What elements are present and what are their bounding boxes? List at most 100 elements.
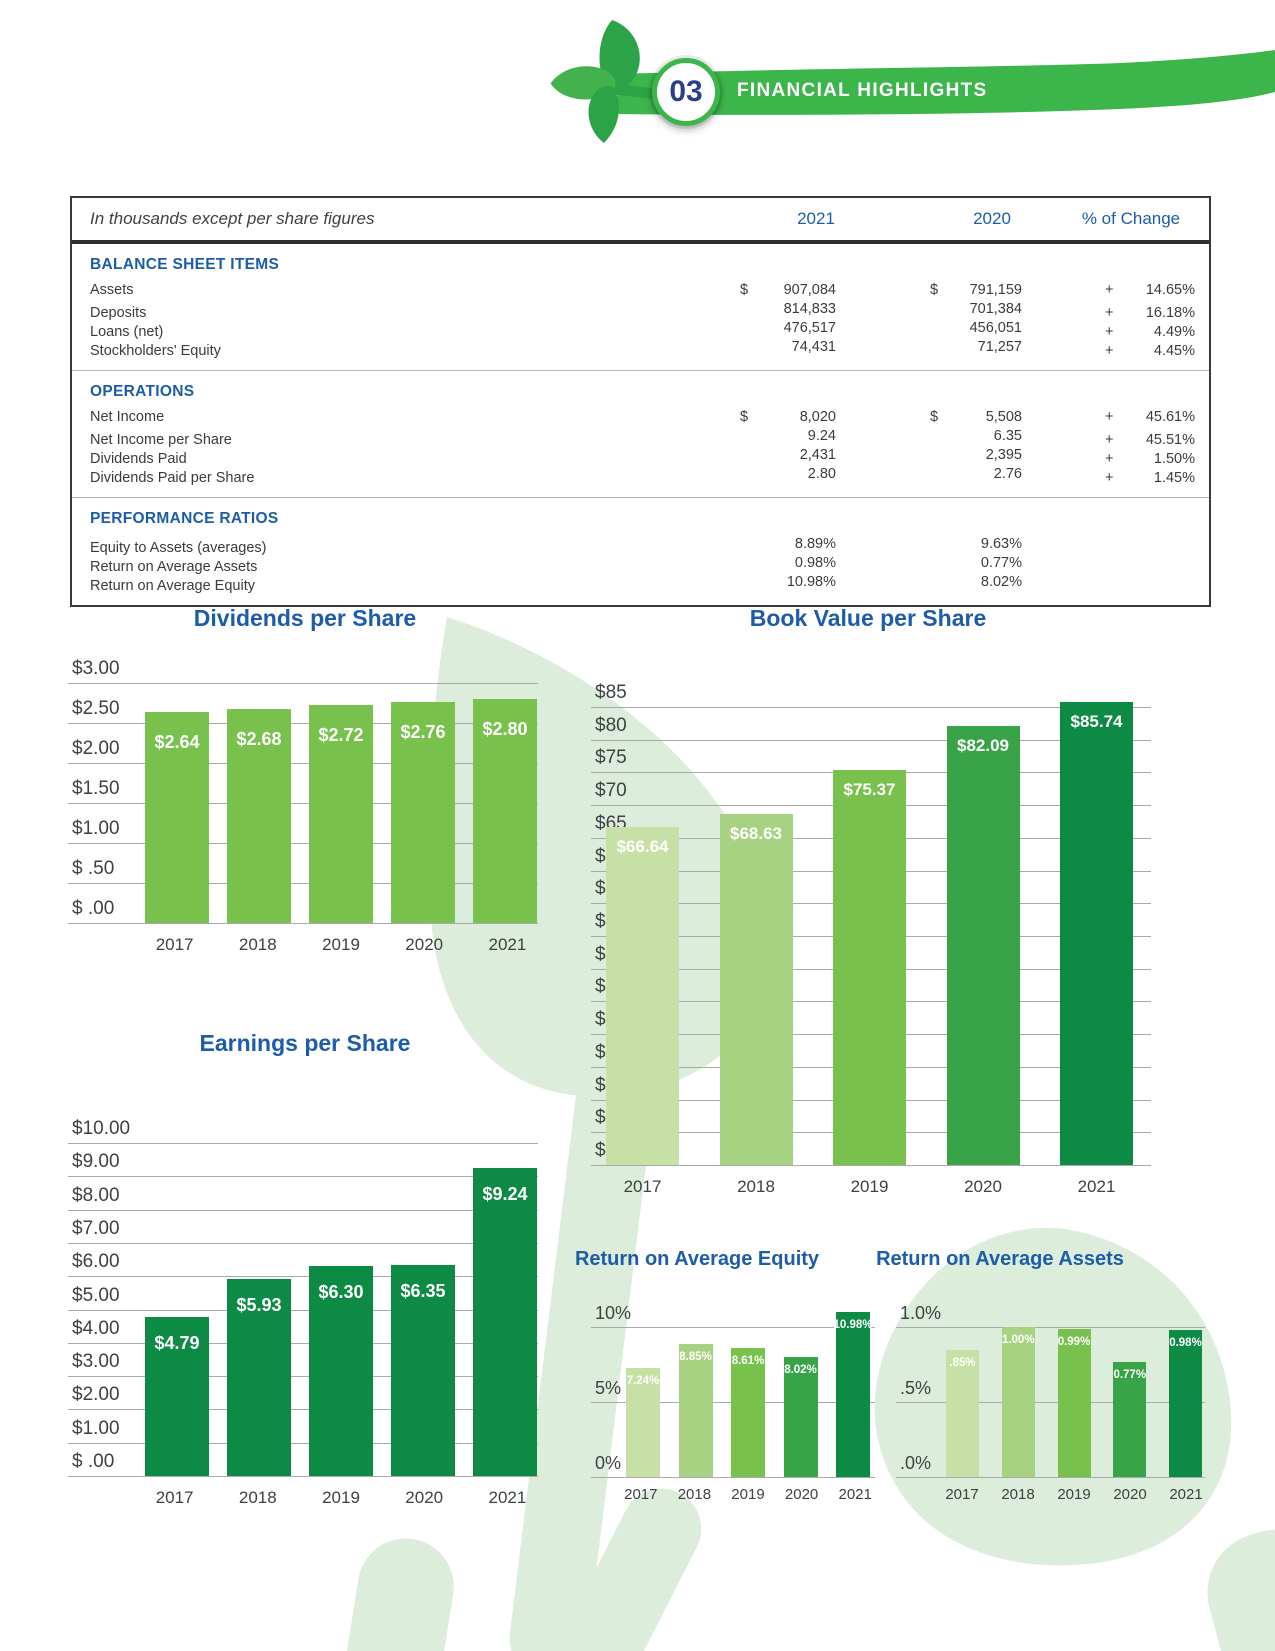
x-axis-tick: 2019 — [731, 1486, 765, 1503]
bar-value-label: 10.98% — [833, 1319, 873, 1332]
value: 1.45% — [1153, 470, 1195, 486]
table-row: Return on Average Assets 0.98% 0.77% — [72, 555, 1209, 575]
y-axis-tick: $7.00 — [72, 1217, 120, 1239]
row-label: Dividends Paid per Share — [90, 470, 255, 486]
y-axis-tick: $6.00 — [72, 1251, 120, 1273]
gridline — [68, 1442, 538, 1444]
table-body: BALANCE SHEET ITEMS Assets $907,084 $791,15… — [72, 244, 1209, 605]
bar-2017: .85% — [946, 1349, 979, 1477]
cell-value: 814,833 — [740, 301, 836, 317]
value: 45.61% — [1145, 409, 1195, 425]
bars-group: .85% 1.00% 0.99% 0.77% 0.98% — [946, 1327, 1202, 1477]
gridline — [896, 1477, 1205, 1478]
y-axis-tick: $8.00 — [72, 1184, 120, 1206]
y-axis-tick: .0% — [900, 1453, 932, 1473]
value: 45.51% — [1145, 432, 1195, 448]
cell-value: +45.51% — [1105, 432, 1195, 448]
x-axis-tick: 2017 — [623, 1177, 662, 1196]
value: 10.98% — [786, 574, 836, 590]
gridline — [591, 1165, 1151, 1166]
bars-group: $66.64 $68.63 $75.37 $82.09 $85.74 — [606, 702, 1133, 1165]
gridline — [68, 1309, 538, 1311]
bar-value-label: $66.64 — [616, 837, 669, 857]
y-axis-tick: $5.00 — [72, 1284, 120, 1306]
table-section: OPERATIONS Net Income $8,020 $5,508 +45.61% N… — [72, 371, 1209, 498]
bar-value-label: 0.77% — [1113, 1368, 1147, 1381]
y-axis-tick: 0% — [595, 1453, 622, 1473]
cell-value: 476,517 — [740, 320, 836, 336]
currency-sign: $ — [740, 409, 749, 425]
cell-value: 6.35 — [930, 428, 1022, 444]
cell-value: +45.61% — [1105, 409, 1195, 425]
value: 0.98% — [794, 555, 836, 571]
y-axis-tick: $1.00 — [72, 818, 120, 839]
gridline — [68, 883, 538, 884]
row-label: Stockholders' Equity — [90, 343, 221, 359]
gridline — [68, 1409, 538, 1411]
x-axis-tick: 2020 — [405, 1488, 444, 1507]
x-axis-tick: 2021 — [1169, 1486, 1203, 1503]
cell-value: $8,020 — [740, 409, 836, 425]
table-section: BALANCE SHEET ITEMS Assets $907,084 $791,15… — [72, 244, 1209, 371]
table-section-title: PERFORMANCE RATIOS — [90, 510, 279, 527]
value: 2,395 — [985, 447, 1022, 463]
value: 5,508 — [985, 409, 1022, 425]
y-axis-tick: $70 — [595, 780, 627, 802]
bar-2020: 8.02% — [783, 1356, 818, 1477]
currency-sign: + — [1105, 343, 1114, 359]
leaf-logo — [550, 20, 660, 143]
row-label: Net Income per Share — [90, 432, 232, 448]
section-number: 03 — [669, 75, 703, 108]
value: 907,084 — [783, 282, 836, 298]
currency-sign: + — [1105, 305, 1114, 321]
bar-2017: $2.64 — [145, 711, 209, 923]
bar-value-label: $9.24 — [482, 1184, 528, 1205]
value: 2,431 — [799, 447, 836, 463]
value: 2.80 — [807, 466, 836, 482]
gridline — [68, 923, 538, 924]
gridline — [591, 1477, 875, 1478]
table-row: Dividends Paid 2,431 2,395 +1.50% — [72, 447, 1209, 467]
value: 14.65% — [1145, 282, 1195, 298]
cell-value: 2,431 — [740, 447, 836, 463]
plot-grid: $10.00 $9.00 $8.00 $7.00 $6.00 $5.00 $4.00 $3.0… — [68, 1118, 538, 1477]
y-axis-tick: 1.0% — [900, 1303, 942, 1323]
x-axis-tick: 2020 — [784, 1486, 819, 1503]
bar-value-label: .85% — [949, 1356, 976, 1369]
x-axis-tick: 2019 — [1057, 1486, 1091, 1503]
y-axis-tick: $1.00 — [72, 1417, 120, 1439]
bar-value-label: 0.98% — [1169, 1337, 1202, 1349]
gridline — [591, 739, 1151, 741]
row-label: Return on Average Equity — [90, 578, 255, 594]
chart-title: Return on Average Equity — [574, 1248, 820, 1270]
cell-value: 74,431 — [740, 339, 836, 355]
bar-2021: 10.98% — [833, 1312, 873, 1477]
y-axis-tick: $ .50 — [72, 858, 115, 879]
chart-title: Dividends per Share — [193, 605, 417, 631]
bar-2018: $68.63 — [719, 814, 793, 1165]
value: 791,159 — [969, 282, 1022, 298]
chart-title: Book Value per Share — [749, 605, 987, 631]
bar-value-label: $2.72 — [318, 725, 364, 746]
value: 4.45% — [1153, 343, 1195, 359]
chart-dividends-per-share: Dividends per Share $3.00 $2.50 $2.00 $1.50… — [60, 595, 550, 980]
header-ribbon — [618, 50, 1275, 115]
x-axis-tick: 2019 — [850, 1177, 889, 1196]
cell-value: 0.98% — [740, 555, 836, 571]
cell-value: 8.02% — [930, 574, 1022, 590]
table-row: Equity to Assets (averages) 8.89% 9.63% — [72, 536, 1209, 556]
bar-value-label: $75.37 — [843, 780, 896, 800]
gridline — [68, 843, 538, 844]
x-axis-tick: 2018 — [238, 935, 277, 954]
row-label: Dividends Paid — [90, 451, 187, 467]
bar-2021: $2.80 — [473, 699, 537, 923]
bar-value-label: $5.93 — [236, 1294, 282, 1315]
table-row: Return on Average Equity 10.98% 8.02% — [72, 574, 1209, 594]
bar-2020: $6.35 — [391, 1264, 455, 1476]
value: 71,257 — [977, 339, 1022, 355]
currency-sign: $ — [930, 282, 939, 298]
bar-value-label: $6.35 — [400, 1280, 446, 1301]
row-label: Equity to Assets (averages) — [90, 540, 267, 556]
x-axis-tick: 2017 — [624, 1486, 658, 1503]
bar-2020: 0.77% — [1113, 1361, 1147, 1477]
